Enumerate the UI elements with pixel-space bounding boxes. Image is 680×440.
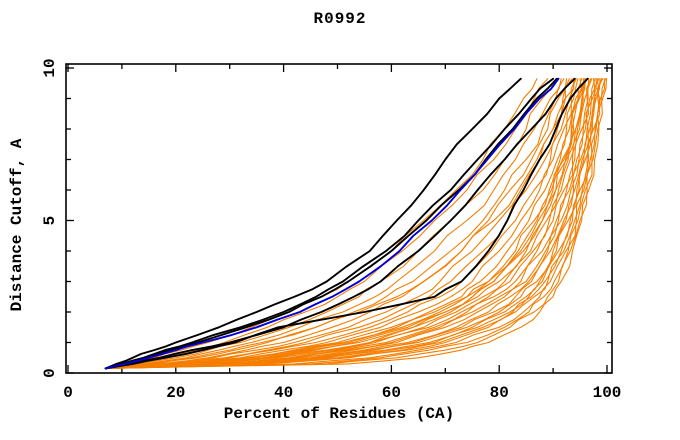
x-tick-label: 80 [490,384,509,402]
curve-orange [105,78,606,369]
curve-orange [105,78,577,369]
curve-orange [105,78,606,369]
x-tick-label: 40 [274,384,293,402]
curve-orange [105,78,565,369]
x-tick-label: 0 [63,384,73,402]
curve-orange [105,78,579,369]
plot-frame [65,63,613,374]
curve-orange [105,78,596,369]
curve-orange [105,78,575,369]
curve-orange [105,78,590,369]
y-tick-label: 0 [41,368,59,378]
curve-orange [105,78,576,369]
curve-orange [105,78,582,369]
curve-black [104,77,522,370]
curve-black [104,77,555,370]
curve-orange [105,78,604,369]
curve-orange [105,78,585,369]
curve-black [104,77,576,370]
curve-orange [105,78,592,369]
curve-blue [104,77,560,370]
curve-orange [105,78,562,369]
curve-black [104,77,589,370]
curve-orange [105,78,608,369]
curve-orange [105,78,568,369]
x-tick-label: 60 [382,384,401,402]
y-tick-label: 10 [41,58,59,77]
chart-title: R0992 [313,10,367,28]
curve-orange [105,78,593,369]
curve-orange [105,78,588,369]
curve-orange [105,78,588,369]
x-tick-label: 20 [166,384,185,402]
x-axis-title: Percent of Residues (CA) [223,405,455,423]
curve-black [104,77,558,370]
x-tick-label: 100 [593,384,622,402]
curve-orange [105,78,600,369]
curve-orange [105,78,596,369]
y-tick-label: 5 [41,216,59,226]
curve-orange [105,78,549,369]
curve-orange [105,78,597,369]
curve-orange [105,78,585,369]
